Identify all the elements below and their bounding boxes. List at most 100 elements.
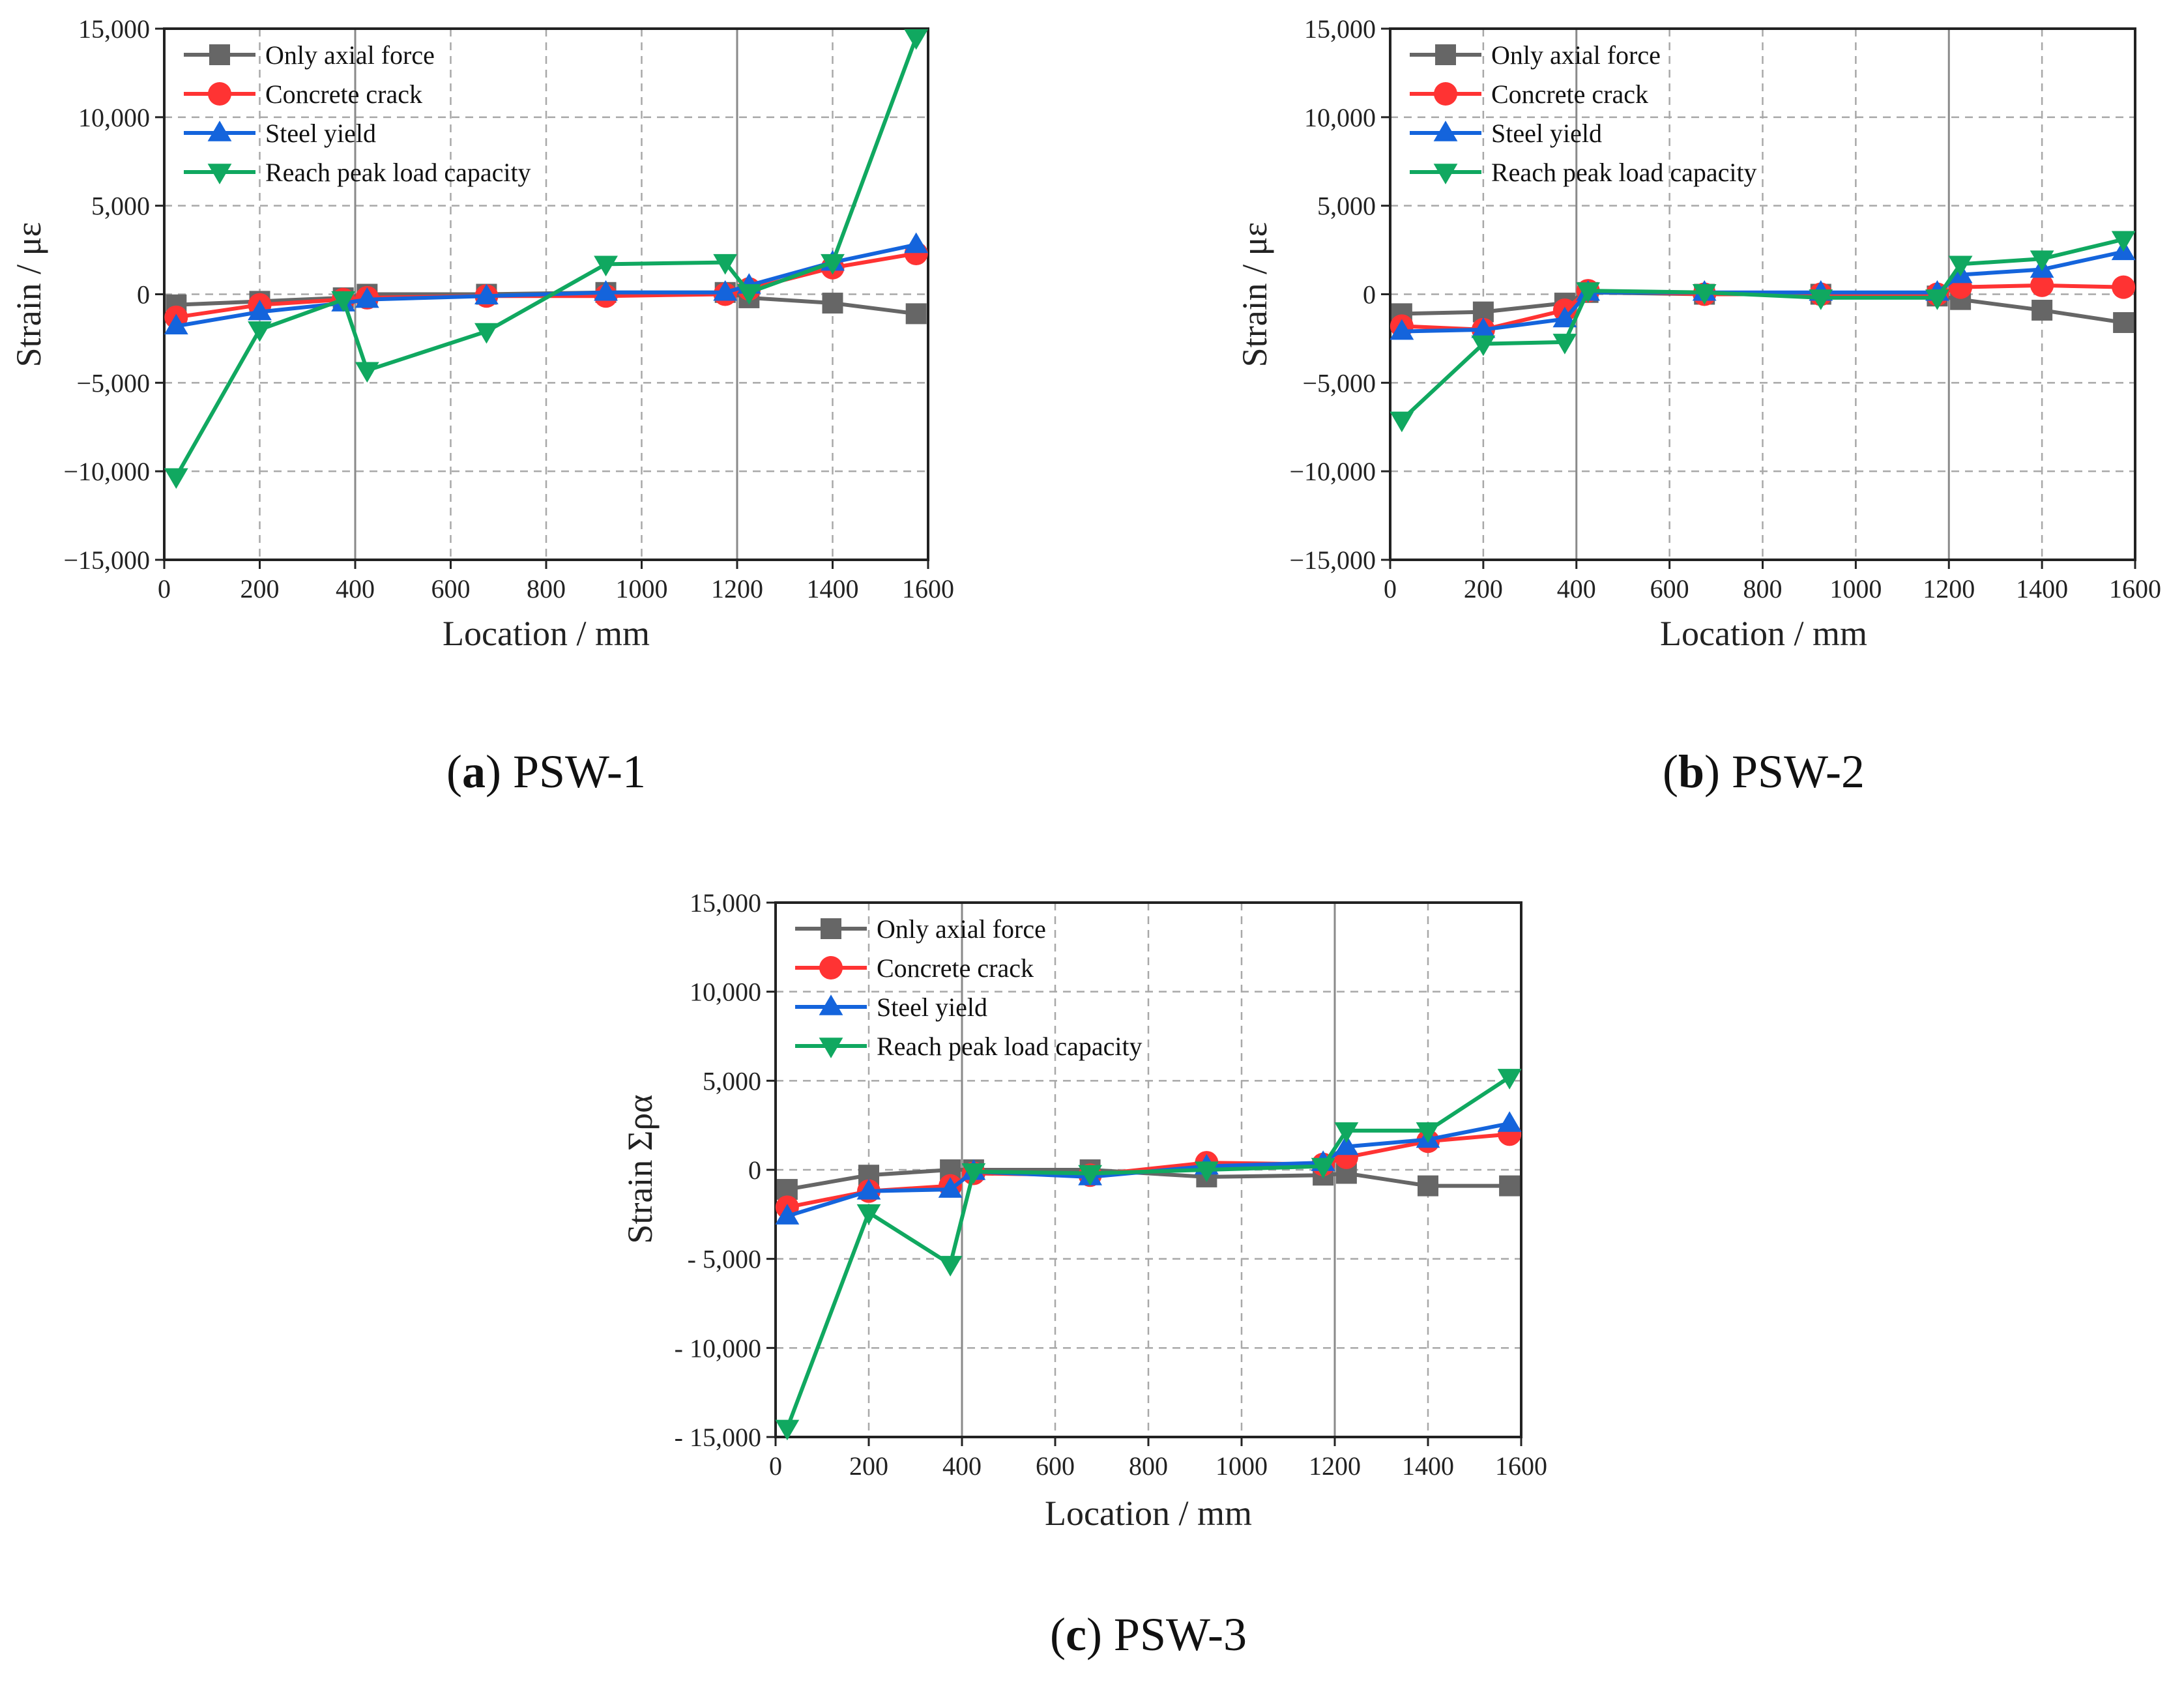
series-4	[1390, 231, 2136, 433]
series-line	[1401, 250, 2124, 334]
x-tick-label: 1200	[1309, 1451, 1361, 1481]
legend-marker	[1435, 44, 1456, 65]
data-point	[1497, 1111, 1522, 1132]
data-point	[594, 255, 618, 277]
x-tick-label: 1000	[1216, 1451, 1268, 1481]
x-tick-label: 800	[527, 574, 566, 603]
data-point	[1552, 334, 1577, 355]
y-axis-title: Strain Σρα	[620, 1094, 660, 1243]
data-point	[2112, 275, 2136, 299]
x-tick-label: 0	[769, 1451, 782, 1481]
caption-rest: ) PSW-3	[1086, 1608, 1247, 1661]
data-point	[904, 232, 929, 254]
data-point	[1499, 1175, 1521, 1197]
data-point	[1418, 1175, 1438, 1197]
data-point	[474, 283, 499, 304]
caption: (c) PSW-3	[1050, 1608, 1247, 1661]
legend-label: Steel yield	[877, 993, 987, 1022]
data-point	[164, 313, 188, 335]
x-tick-label: 0	[1384, 574, 1397, 603]
x-axis-title: Location / mm	[1045, 1494, 1252, 1533]
data-point	[1692, 284, 1717, 305]
caption-letter: c	[1066, 1608, 1086, 1661]
data-point	[905, 303, 927, 325]
x-tick-label: 400	[336, 574, 375, 603]
x-tick-label: 1600	[2109, 574, 2161, 603]
y-axis-title: Strain / με	[1235, 222, 1274, 368]
x-tick-label: 1400	[1402, 1451, 1454, 1481]
data-point	[248, 299, 272, 321]
data-point	[1194, 1161, 1219, 1182]
y-tick-label: 10,000	[1304, 103, 1376, 132]
data-point	[248, 321, 272, 342]
data-point	[594, 280, 618, 301]
legend-marker	[1434, 82, 1457, 106]
legend-marker	[208, 82, 231, 106]
legend: Only axial force Concrete crack Steel yiel…	[795, 914, 1143, 1061]
caption-rest: ) PSW-2	[1704, 746, 1865, 798]
series-line	[785, 1075, 1511, 1429]
legend-marker	[207, 164, 232, 184]
data-point	[904, 29, 929, 50]
legend: Only axial force Concrete crack Steel yiel…	[184, 40, 531, 187]
data-point	[938, 1177, 963, 1198]
legend-label: Reach peak load capacity	[265, 158, 531, 187]
x-axis-title: Location / mm	[443, 614, 650, 653]
y-tick-label: 5,000	[91, 192, 150, 221]
data-point	[1334, 1122, 1359, 1143]
x-tick-label: 200	[849, 1451, 888, 1481]
caption-letter: b	[1678, 746, 1704, 798]
data-point	[1078, 1165, 1103, 1186]
y-tick-label: 15,000	[78, 14, 150, 44]
legend-marker	[819, 994, 843, 1015]
x-tick-label: 1400	[2016, 574, 2068, 603]
y-tick-label: 5,000	[1317, 192, 1376, 221]
x-tick-label: 400	[1557, 574, 1596, 603]
y-tick-label: 10,000	[78, 103, 150, 132]
data-point	[2113, 312, 2134, 333]
legend-label: Concrete crack	[1491, 80, 1648, 109]
x-tick-label: 1000	[616, 574, 668, 603]
legend-label: Only axial force	[877, 914, 1046, 944]
series-4	[775, 1069, 1522, 1441]
x-tick-label: 200	[240, 574, 280, 603]
data-point	[355, 287, 379, 308]
x-tick-label: 800	[1129, 1451, 1168, 1481]
y-axis-title: Strain / με	[9, 222, 48, 368]
y-tick-label: −15,000	[63, 545, 150, 575]
y-tick-label: 0	[137, 280, 150, 310]
x-tick-label: 600	[1036, 1451, 1075, 1481]
data-point	[355, 362, 379, 383]
data-point	[1416, 1122, 1440, 1143]
legend-label: Concrete crack	[265, 80, 422, 109]
caption-open: (	[446, 746, 462, 798]
caption-open: (	[1050, 1608, 1066, 1661]
legend-marker	[821, 918, 841, 939]
data-point	[1390, 319, 1414, 340]
y-tick-label: −10,000	[63, 457, 150, 486]
x-tick-label: 0	[158, 574, 171, 603]
y-tick-label: - 10,000	[675, 1333, 761, 1363]
legend-marker	[209, 44, 230, 65]
data-point	[1948, 255, 1973, 277]
y-tick-label: −15,000	[1289, 545, 1376, 575]
x-tick-label: 1200	[1923, 574, 1975, 603]
data-point	[2030, 250, 2054, 272]
data-point	[2031, 299, 2053, 321]
legend-label: Steel yield	[265, 119, 376, 148]
data-point	[1311, 1157, 1335, 1179]
x-tick-label: 800	[1743, 574, 1783, 603]
data-point	[822, 293, 843, 314]
data-point	[775, 1419, 800, 1441]
y-tick-label: −5,000	[1302, 368, 1376, 398]
data-point	[331, 291, 356, 312]
caption-letter: a	[462, 746, 486, 798]
chart-1: 0 200 400 600 800 1000 1200 1400 1600 15,000 10,00…	[9, 14, 954, 798]
legend-marker	[1433, 164, 1458, 184]
data-point	[821, 254, 845, 275]
series-line	[1400, 237, 2124, 422]
data-point	[713, 280, 738, 301]
x-tick-label: 1600	[1495, 1451, 1547, 1481]
x-axis-title: Location / mm	[1660, 614, 1867, 653]
